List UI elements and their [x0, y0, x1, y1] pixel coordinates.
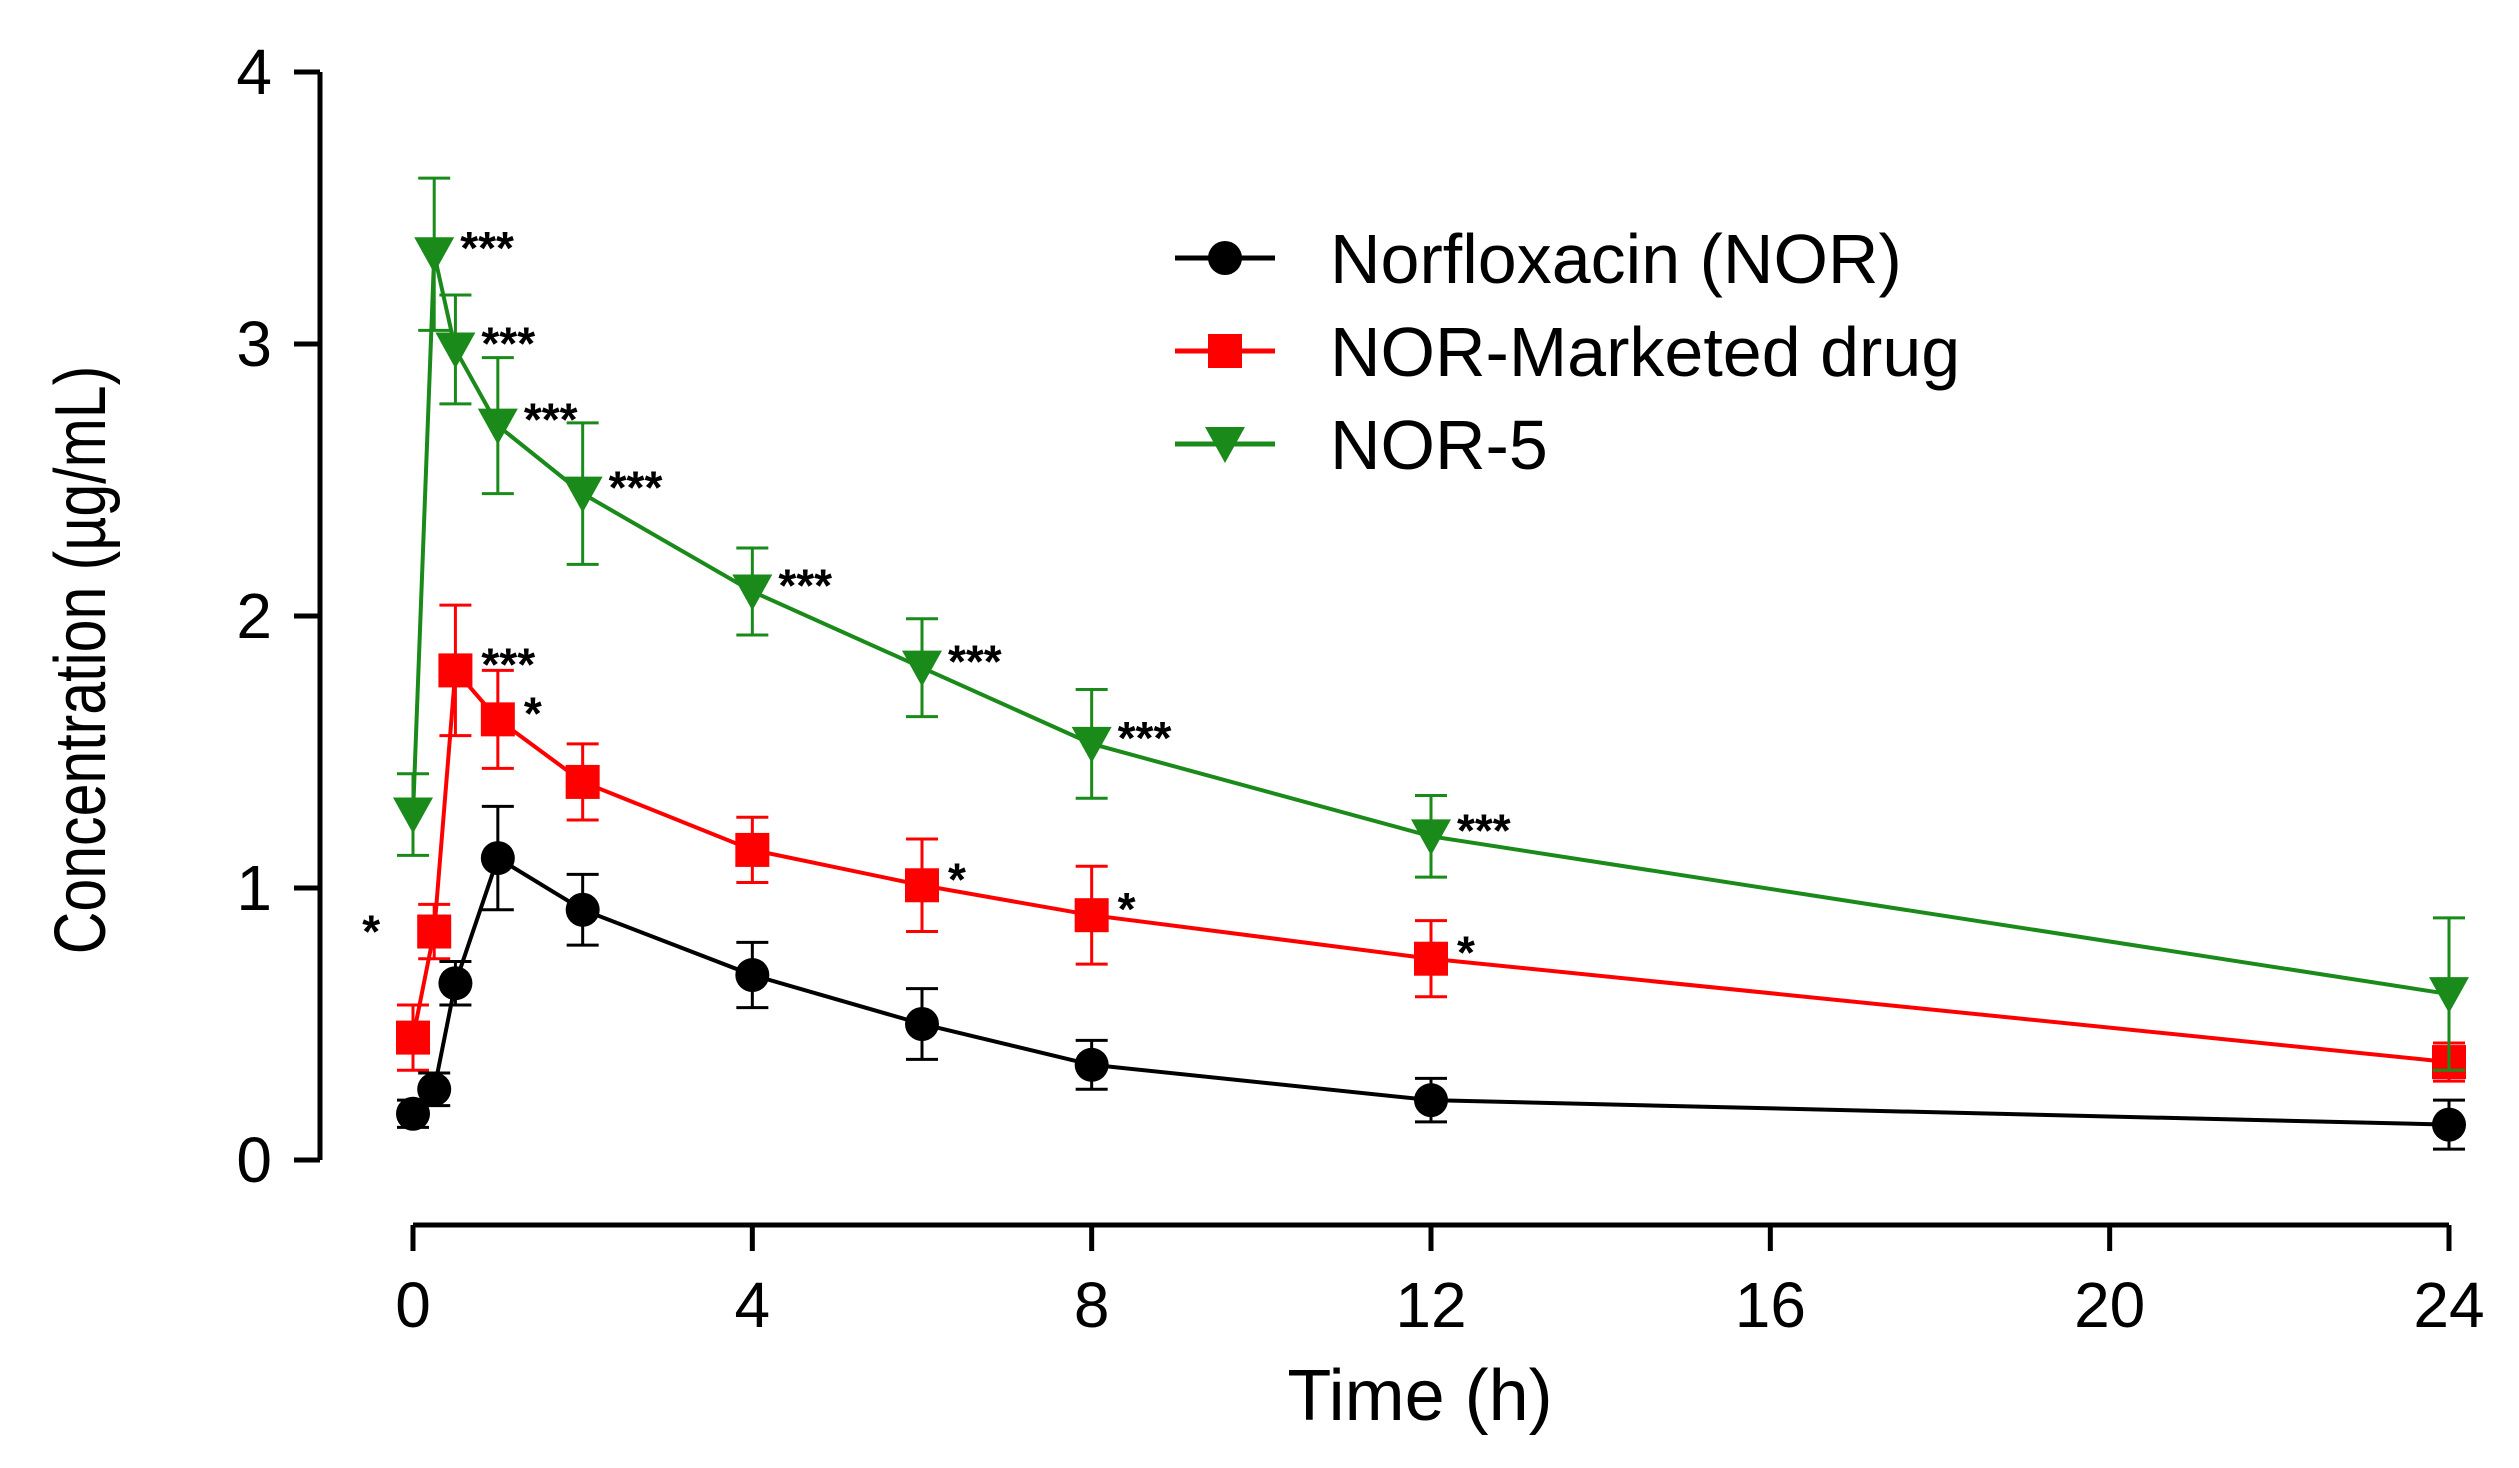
data-point	[414, 237, 455, 274]
significance-marker: ***	[1118, 712, 1172, 764]
data-point	[735, 958, 770, 993]
data-point	[562, 476, 603, 513]
y-tick-label: 0	[236, 1124, 272, 1196]
y-tick-label: 2	[236, 580, 272, 652]
data-point	[396, 1096, 430, 1131]
data-point	[1071, 726, 1112, 763]
x-tick-label: 20	[2074, 1269, 2145, 1341]
data-point	[1074, 1047, 1109, 1082]
x-tick-label: 12	[1395, 1269, 1466, 1341]
significance-marker: *	[524, 687, 542, 739]
legend-marker	[1208, 241, 1242, 275]
data-point	[438, 653, 473, 688]
significance-marker: ***	[524, 394, 578, 446]
x-tick-label: 4	[735, 1269, 771, 1341]
series-layer: ********************************	[362, 176, 2469, 1151]
data-point	[1414, 1083, 1448, 1118]
data-point	[438, 966, 473, 1001]
legend-label: NOR-Marketed drug	[1330, 313, 1960, 391]
data-point	[480, 841, 515, 876]
data-point	[902, 650, 942, 687]
series-square: ********	[362, 603, 2466, 1083]
significance-marker: ***	[948, 636, 1002, 688]
data-point	[2429, 977, 2469, 1014]
series-circle	[396, 804, 2466, 1151]
data-point	[435, 332, 476, 369]
data-point	[905, 1007, 939, 1041]
legend-label: NOR-5	[1330, 406, 1548, 484]
data-point	[1414, 941, 1448, 976]
data-point	[417, 914, 452, 949]
data-point	[905, 868, 939, 903]
legend-item: Norfloxacin (NOR)	[1175, 220, 1902, 298]
y-tick-label: 1	[236, 852, 272, 924]
x-tick-label: 0	[395, 1269, 431, 1341]
data-point	[396, 1020, 430, 1055]
data-point	[1411, 819, 1451, 856]
x-tick-label: 24	[2413, 1269, 2484, 1341]
x-tick-label: 8	[1074, 1269, 1110, 1341]
series-triangle-down: ************************	[393, 176, 2469, 1072]
significance-marker: *	[362, 906, 380, 958]
data-point	[732, 574, 773, 611]
data-point	[393, 797, 433, 834]
significance-marker: ***	[460, 222, 514, 274]
data-point	[735, 832, 770, 867]
significance-marker: *	[1118, 883, 1136, 935]
legend-item: NOR-Marketed drug	[1175, 313, 1960, 391]
data-point	[565, 892, 600, 927]
data-point	[1074, 898, 1109, 933]
legend: Norfloxacin (NOR) NOR-Marketed drug NOR-5	[1175, 220, 1960, 484]
y-tick-label: 3	[236, 308, 272, 380]
y-axis-title: Concentration (µg/mL)	[39, 366, 120, 954]
legend-marker	[1205, 427, 1245, 463]
data-point	[480, 702, 515, 737]
data-point	[2432, 1107, 2466, 1142]
y-tick-label: 4	[236, 36, 272, 108]
x-axis-title: Time (h)	[1287, 1356, 1552, 1436]
legend-item: NOR-5	[1175, 406, 1548, 484]
series-line	[411, 665, 2450, 1065]
series-line	[411, 855, 2450, 1127]
significance-marker: ***	[481, 317, 535, 369]
x-tick-label: 16	[1735, 1269, 1806, 1341]
significance-marker: ***	[481, 638, 535, 690]
data-point	[417, 1072, 452, 1107]
significance-marker: *	[1457, 927, 1475, 979]
data-point	[565, 764, 600, 799]
significance-marker: ***	[609, 462, 663, 514]
series-line	[411, 253, 2450, 997]
significance-marker: ***	[1457, 804, 1511, 856]
significance-marker: *	[948, 853, 966, 905]
legend-marker	[1208, 334, 1242, 368]
legend-label: Norfloxacin (NOR)	[1330, 220, 1902, 298]
data-point	[477, 408, 518, 445]
significance-marker: ***	[778, 560, 832, 612]
